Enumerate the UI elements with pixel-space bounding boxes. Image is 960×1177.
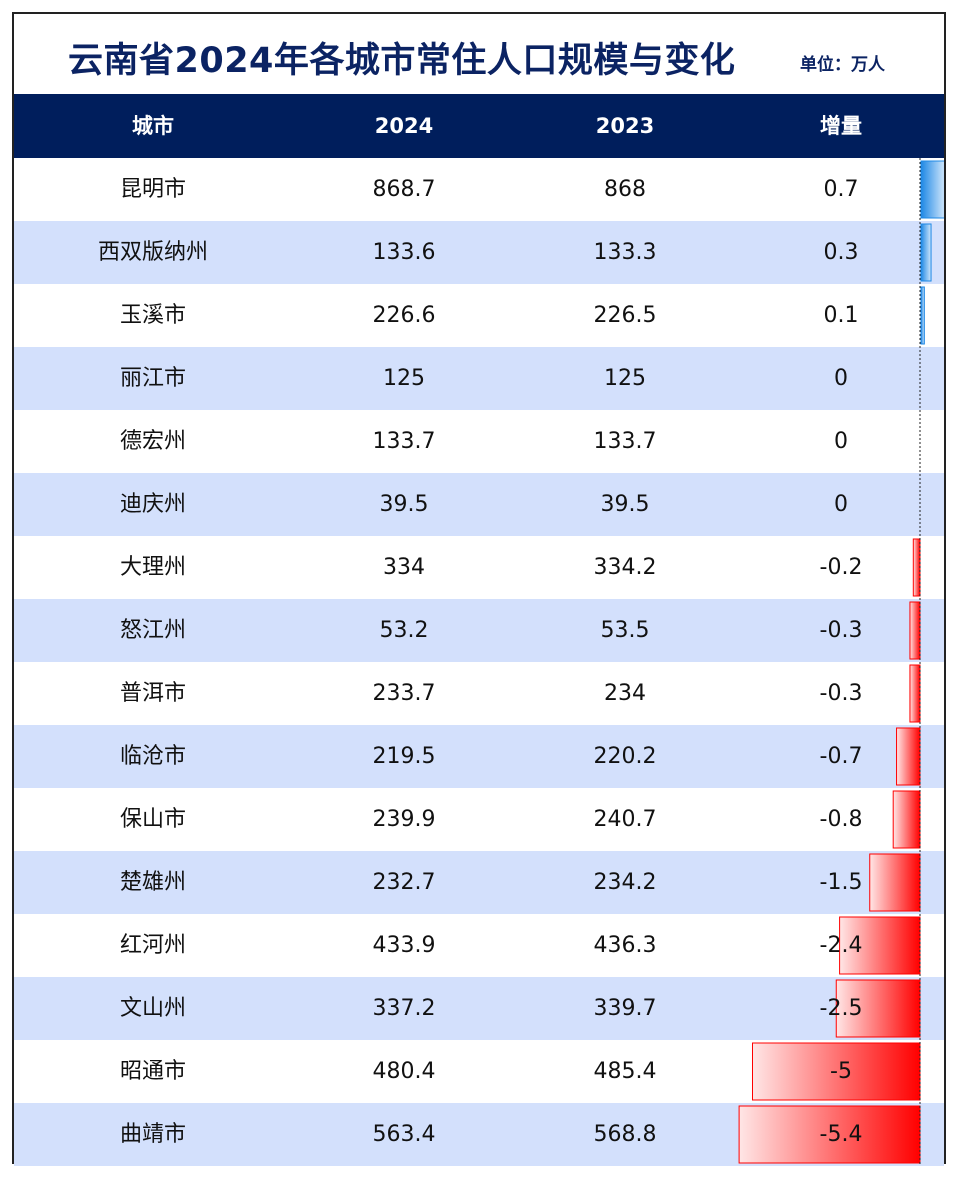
cell-city: 丽江市 <box>119 366 186 391</box>
table-row: 大理州 334 334.2 -0.2 <box>14 536 944 599</box>
cell-2023: 125 <box>604 366 646 391</box>
table-row: 德宏州 133.7 133.7 0 <box>14 410 944 473</box>
cell-2023: 339.7 <box>593 996 657 1021</box>
cell-2024: 868.7 <box>372 177 436 202</box>
cell-2023: 568.8 <box>593 1122 657 1147</box>
cell-2023: 485.4 <box>593 1059 657 1084</box>
table-row: 丽江市 125 125 0 <box>14 347 944 411</box>
cell-2024: 226.6 <box>372 303 436 328</box>
cell-city: 普洱市 <box>119 681 186 706</box>
table-row: 红河州 433.9 436.3 -2.4 <box>14 914 944 977</box>
cell-2024: 219.5 <box>372 744 436 769</box>
cell-city: 玉溪市 <box>119 303 186 328</box>
table-row: 普洱市 233.7 234 -0.3 <box>14 662 944 725</box>
title-row: 云南省2024年各城市常住人口规模与变化 单位：万人 <box>14 14 944 94</box>
cell-2024: 239.9 <box>372 807 436 832</box>
cell-delta: -0.3 <box>819 618 863 643</box>
table-row: 迪庆州 39.5 39.5 0 <box>14 473 944 537</box>
table-row: 怒江州 53.2 53.5 -0.3 <box>14 599 944 663</box>
cell-2024: 337.2 <box>372 996 436 1021</box>
cell-city: 保山市 <box>119 807 186 832</box>
page-title: 云南省2024年各城市常住人口规模与变化 <box>68 41 736 81</box>
cell-2023: 234.2 <box>593 870 657 895</box>
table-row: 临沧市 219.5 220.2 -0.7 <box>14 725 944 789</box>
table-row: 曲靖市 563.4 568.8 -5.4 <box>14 1103 944 1167</box>
cell-2023: 334.2 <box>593 555 657 580</box>
table-row: 玉溪市 226.6 226.5 0.1 <box>14 284 944 347</box>
table-row: 楚雄州 232.7 234.2 -1.5 <box>14 851 944 915</box>
cell-city: 文山州 <box>119 996 186 1021</box>
cell-city: 西双版纳州 <box>97 240 208 265</box>
cell-delta: -0.8 <box>819 807 863 832</box>
cell-delta: 0.3 <box>823 240 859 265</box>
cell-delta: 0.1 <box>823 303 859 328</box>
cell-city: 怒江州 <box>119 618 186 643</box>
cell-city: 昆明市 <box>119 177 186 202</box>
table-row: 昆明市 868.7 868 0.7 <box>14 158 944 221</box>
cell-2024: 433.9 <box>372 933 436 958</box>
cell-2024: 480.4 <box>372 1059 436 1084</box>
table-row: 昭通市 480.4 485.4 -5 <box>14 1040 944 1103</box>
cell-2024: 53.2 <box>379 618 429 643</box>
table-row: 保山市 239.9 240.7 -0.8 <box>14 788 944 851</box>
cell-2023: 133.3 <box>593 240 657 265</box>
cell-2023: 240.7 <box>593 807 657 832</box>
cell-delta: -5 <box>830 1059 852 1084</box>
cell-2023: 234 <box>604 681 646 706</box>
cell-2023: 226.5 <box>593 303 657 328</box>
table-row: 文山州 337.2 339.7 -2.5 <box>14 977 944 1041</box>
cell-city: 昭通市 <box>119 1059 186 1084</box>
cell-city: 大理州 <box>119 555 186 580</box>
column-header-2024: 2024 <box>374 114 434 138</box>
cell-2024: 125 <box>383 366 425 391</box>
cell-city: 曲靖市 <box>119 1122 186 1147</box>
cell-2023: 39.5 <box>600 492 650 517</box>
unit-label: 单位：万人 <box>800 55 885 75</box>
cell-2023: 220.2 <box>593 744 657 769</box>
cell-delta: 0.7 <box>823 177 859 202</box>
cell-delta: -1.5 <box>819 870 863 895</box>
cell-delta: 0 <box>834 492 848 517</box>
cell-2023: 868 <box>604 177 646 202</box>
column-header-2023: 2023 <box>595 114 655 138</box>
cell-delta: 0 <box>834 366 848 391</box>
table-frame: 云南省2024年各城市常住人口规模与变化 单位：万人 城市 2024 2023 … <box>12 12 946 1167</box>
cell-delta: -0.2 <box>819 555 863 580</box>
cell-2024: 233.7 <box>372 681 436 706</box>
cell-city: 楚雄州 <box>119 870 186 895</box>
cell-city: 临沧市 <box>119 744 186 769</box>
cell-delta: -0.7 <box>819 744 863 769</box>
cell-2024: 232.7 <box>372 870 436 895</box>
cell-delta: 0 <box>834 429 848 454</box>
cell-delta: -0.3 <box>819 681 863 706</box>
cell-delta: -5.4 <box>819 1122 863 1147</box>
cell-city: 迪庆州 <box>119 492 186 517</box>
cell-2023: 53.5 <box>600 618 650 643</box>
cell-delta: -2.5 <box>819 996 863 1021</box>
cell-2024: 334 <box>383 555 425 580</box>
cell-delta: -2.4 <box>819 933 863 958</box>
cell-2023: 133.7 <box>593 429 657 454</box>
cell-2024: 563.4 <box>372 1122 436 1147</box>
column-header-delta: 增量 <box>820 114 862 138</box>
cell-2024: 133.7 <box>372 429 436 454</box>
cell-city: 红河州 <box>119 933 186 958</box>
cell-2024: 39.5 <box>379 492 429 517</box>
cell-2023: 436.3 <box>593 933 657 958</box>
column-header-city: 城市 <box>132 114 174 138</box>
table-header-row: 城市 2024 2023 增量 <box>14 94 944 158</box>
cell-2024: 133.6 <box>372 240 436 265</box>
table-row: 西双版纳州 133.6 133.3 0.3 <box>14 221 944 285</box>
cell-city: 德宏州 <box>119 429 186 454</box>
